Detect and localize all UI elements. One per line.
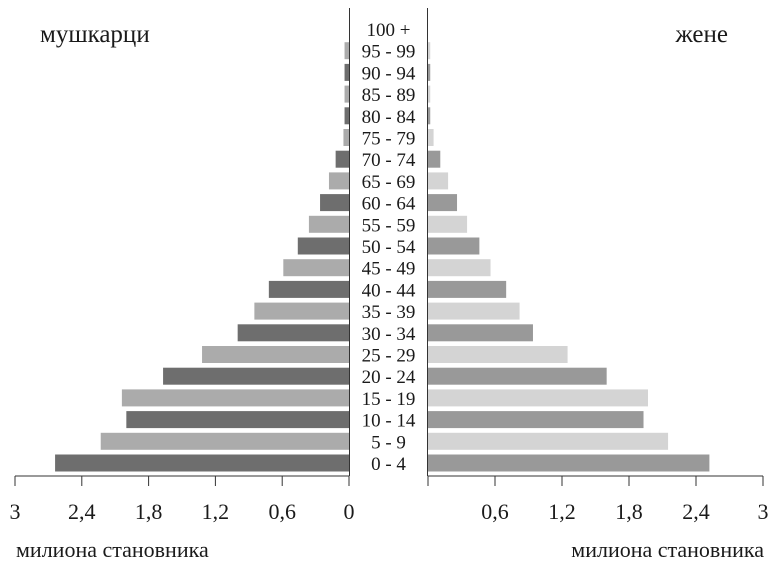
age-group-label: 90 - 94 bbox=[362, 63, 416, 84]
female-bar bbox=[428, 346, 568, 363]
right-tick-label: 1,8 bbox=[615, 499, 643, 524]
male-bar bbox=[283, 259, 349, 276]
male-bar bbox=[238, 324, 349, 341]
male-bar bbox=[345, 107, 349, 124]
female-bar bbox=[428, 216, 467, 233]
left-tick-label: 1,2 bbox=[202, 499, 230, 524]
age-group-label: 65 - 69 bbox=[362, 172, 416, 193]
female-bar bbox=[428, 281, 506, 298]
female-bar bbox=[428, 411, 644, 428]
right-tick-label: 3 bbox=[758, 499, 769, 524]
age-group-label: 45 - 49 bbox=[362, 259, 416, 280]
age-group-label: 50 - 54 bbox=[362, 237, 416, 258]
female-bar bbox=[428, 42, 430, 59]
left-tick-label: 2,4 bbox=[68, 499, 96, 524]
male-bar bbox=[343, 129, 349, 146]
female-bars bbox=[428, 42, 709, 471]
female-bar bbox=[428, 389, 648, 406]
age-group-label: 55 - 59 bbox=[362, 215, 416, 236]
age-group-label: 70 - 74 bbox=[362, 150, 416, 171]
male-bar bbox=[126, 411, 349, 428]
age-group-label: 95 - 99 bbox=[362, 42, 416, 63]
male-bar bbox=[345, 64, 349, 81]
right-tick-label: 2,4 bbox=[682, 499, 710, 524]
female-bar bbox=[428, 368, 607, 385]
female-bar bbox=[428, 107, 430, 124]
male-bar bbox=[55, 455, 349, 472]
female-bar bbox=[428, 238, 479, 255]
right-x-axis-label: милиона становника bbox=[571, 537, 764, 562]
left-tick-label: 0,6 bbox=[268, 499, 296, 524]
axis-ticks: 3 2,4 1,8 1,2 0,6 0 0,6 1,2 1,8 2,4 3 bbox=[10, 476, 769, 524]
age-group-label: 75 - 79 bbox=[362, 129, 416, 150]
female-bar bbox=[428, 151, 440, 168]
right-tick-label: 0,6 bbox=[481, 499, 509, 524]
right-tick-label: 1,2 bbox=[548, 499, 576, 524]
age-group-label: 5 - 9 bbox=[371, 432, 406, 453]
male-bar bbox=[202, 346, 349, 363]
left-tick-label: 3 bbox=[10, 499, 21, 524]
female-bar bbox=[428, 303, 520, 320]
male-bar bbox=[329, 172, 349, 189]
age-group-label: 0 - 4 bbox=[371, 454, 406, 475]
male-bar bbox=[269, 281, 349, 298]
age-group-label: 85 - 89 bbox=[362, 85, 416, 106]
male-bar bbox=[309, 216, 349, 233]
age-group-label: 80 - 84 bbox=[362, 107, 416, 128]
female-bar bbox=[428, 86, 430, 103]
male-bar bbox=[254, 303, 349, 320]
male-bar bbox=[320, 194, 349, 211]
age-group-label: 30 - 34 bbox=[362, 324, 416, 345]
female-bar bbox=[428, 64, 430, 81]
female-bar bbox=[428, 172, 448, 189]
age-group-label: 15 - 19 bbox=[362, 389, 416, 410]
male-bars bbox=[55, 42, 349, 471]
age-group-label: 40 - 44 bbox=[362, 280, 416, 301]
age-group-label: 25 - 29 bbox=[362, 346, 416, 367]
female-bar bbox=[428, 194, 457, 211]
male-bar bbox=[101, 433, 349, 450]
male-bar bbox=[122, 389, 349, 406]
male-bar bbox=[345, 42, 349, 59]
age-group-label: 10 - 14 bbox=[362, 411, 416, 432]
female-bar bbox=[428, 433, 668, 450]
left-tick-label: 1,8 bbox=[135, 499, 163, 524]
age-group-label: 100 + bbox=[367, 20, 411, 41]
left-x-axis-label: милиона становника bbox=[16, 537, 209, 562]
male-panel-label: мушкарци bbox=[40, 21, 150, 48]
age-group-label: 60 - 64 bbox=[362, 194, 416, 215]
male-bar bbox=[298, 238, 349, 255]
age-group-label: 35 - 39 bbox=[362, 302, 416, 323]
male-bar bbox=[336, 151, 349, 168]
female-bar bbox=[428, 259, 491, 276]
female-panel-label: жене bbox=[674, 21, 728, 48]
female-bar bbox=[428, 324, 533, 341]
male-bar bbox=[163, 368, 349, 385]
female-bar bbox=[428, 129, 434, 146]
left-tick-label: 0 bbox=[344, 499, 355, 524]
female-bar bbox=[428, 455, 709, 472]
male-bar bbox=[345, 86, 349, 103]
age-group-label: 20 - 24 bbox=[362, 367, 416, 388]
